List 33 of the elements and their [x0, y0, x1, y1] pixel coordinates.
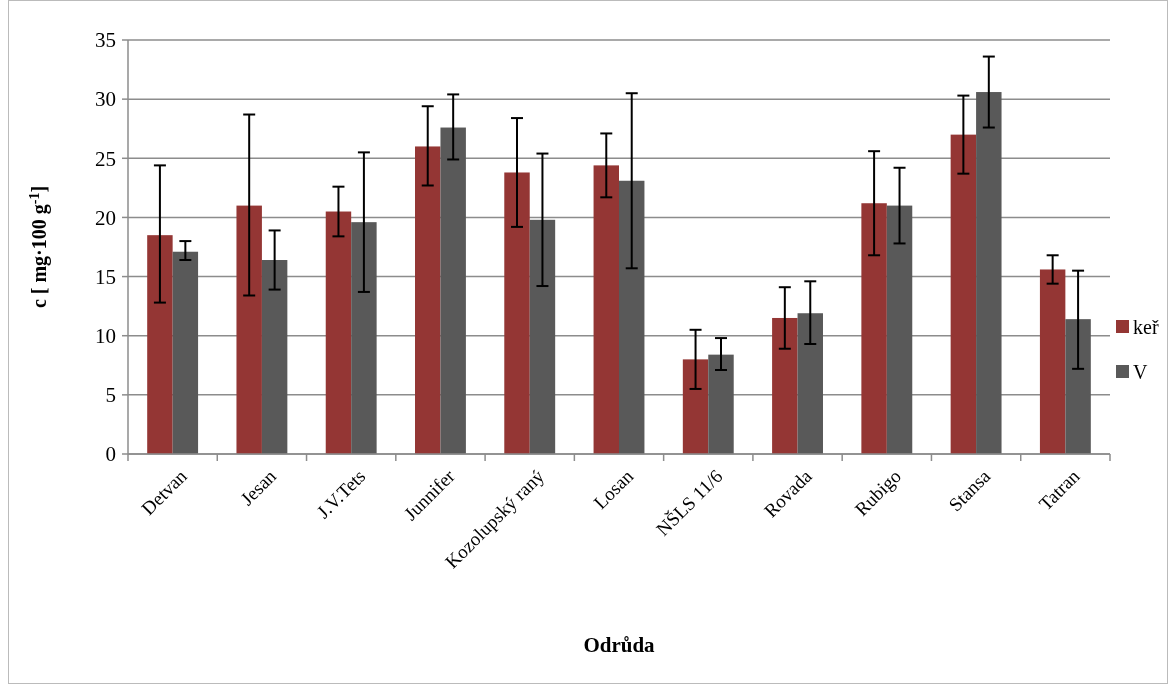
bar: [886, 205, 913, 454]
y-tick-label: 10: [95, 324, 116, 349]
y-tick-label: 25: [95, 146, 116, 171]
bar: [236, 205, 262, 454]
y-tick-label: 15: [95, 264, 116, 289]
bar: [797, 313, 823, 454]
bar: [261, 260, 288, 454]
y-tick-label: 5: [105, 383, 116, 408]
bar: [861, 203, 887, 454]
bar: [351, 222, 377, 454]
bar: [147, 235, 173, 454]
x-axis-title: Odrůda: [583, 633, 656, 657]
bar: [172, 251, 199, 454]
bar: [976, 92, 1002, 454]
bar: [772, 317, 798, 454]
bar: [415, 146, 441, 454]
bar: [325, 211, 352, 454]
y-tick-label: 35: [95, 28, 116, 53]
bar: [1065, 319, 1091, 454]
bar: [950, 134, 977, 454]
bar: [619, 180, 645, 454]
bar: [682, 359, 709, 454]
bar: [529, 219, 556, 454]
bar: [708, 354, 734, 454]
bar: [440, 127, 466, 454]
y-tick-label: 20: [95, 205, 116, 230]
y-tick-label: 0: [105, 442, 116, 467]
legend-label: keř: [1133, 316, 1159, 338]
bar: [504, 172, 530, 454]
legend-label: V: [1133, 361, 1148, 383]
bar: [1039, 269, 1066, 454]
y-tick-label: 30: [95, 87, 116, 112]
bar: [593, 165, 619, 454]
